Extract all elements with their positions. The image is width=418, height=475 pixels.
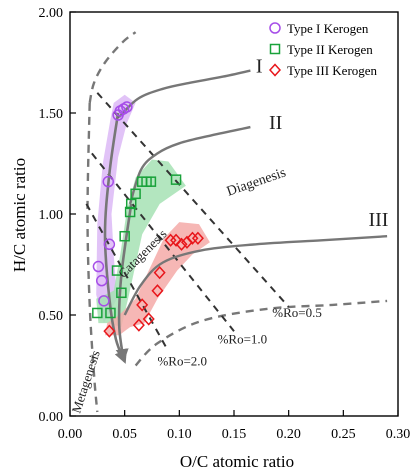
data-point-diamond <box>170 233 183 247</box>
data-point-circle <box>121 101 133 113</box>
boundary-curve-1 <box>88 31 137 104</box>
data-point-square <box>92 307 103 319</box>
data-point-square <box>125 198 137 210</box>
x-tick-label: 0.10 <box>167 427 192 442</box>
data-point-square <box>116 287 127 299</box>
legend-marker-square <box>269 43 281 55</box>
data-point-diamond <box>164 233 177 247</box>
axes: 0.00 0.05 0.10 0.15 0.20 0.25 0.30 0.00 0.50 1.00… <box>39 6 411 442</box>
evolution-curve-i <box>118 69 251 118</box>
boundary-curve-3 <box>134 299 388 367</box>
label-curve-iii: III <box>368 209 388 231</box>
x-tick-label: 0.30 <box>386 427 411 442</box>
data-point-diamond <box>142 312 155 326</box>
data-point-square <box>130 188 141 200</box>
data-point-diamond <box>132 318 145 332</box>
legend-marker-diamond <box>268 63 282 77</box>
data-point-diamond <box>191 231 204 245</box>
label-curve-ii: II <box>269 112 282 134</box>
data-point-diamond <box>136 298 149 312</box>
kerogen-fields <box>96 94 210 336</box>
data-point-square <box>105 307 116 319</box>
x-axis-label: O/C atomic ratio <box>180 452 294 471</box>
data-point-diamond <box>153 265 166 280</box>
evolution-curve-ii <box>128 125 251 205</box>
label-ro-10: %Ro=1.0 <box>218 331 268 346</box>
data-point-circle <box>103 238 116 251</box>
label-diagenesis: Diagenesis <box>225 165 288 199</box>
data-point-circle <box>98 295 110 307</box>
y-tick-label: 1.00 <box>39 208 64 223</box>
label-ro-20: %Ro=2.0 <box>157 354 207 369</box>
y-tick-label: 1.50 <box>39 107 64 122</box>
x-tick-label: 0.20 <box>276 427 301 442</box>
label-metagenesis: Metagenesis <box>68 348 102 414</box>
y-tick-label: 2.00 <box>39 6 64 21</box>
data-point-circle <box>92 260 105 273</box>
legend-label: Type III Kerogen <box>287 63 378 78</box>
x-tick-label: 0.25 <box>331 427 356 442</box>
pathway-arrow-1 <box>103 112 127 364</box>
legend: Type I Kerogen Type II Kerogen Type III Ke… <box>268 21 378 78</box>
legend-label: Type II Kerogen <box>287 42 373 57</box>
data-point-diamond <box>186 231 199 245</box>
y-tick-label: 0.50 <box>39 309 64 324</box>
data-point-circle <box>95 274 108 287</box>
data-point-diamond <box>175 237 188 251</box>
boundary-curve-2 <box>86 102 99 413</box>
data-point-square <box>124 206 136 218</box>
kerogen-field-2 <box>96 159 186 328</box>
label-curve-i: I <box>256 56 263 78</box>
evolution-curve-iii <box>123 235 388 316</box>
x-tick-label: 0.05 <box>112 427 137 442</box>
maturity-line-20 <box>85 203 170 352</box>
data-point-diamond <box>103 324 116 338</box>
label-ro-05: %Ro=0.5 <box>272 305 322 320</box>
data-point-diamond <box>151 284 164 298</box>
x-tick-label: 0.15 <box>222 427 247 442</box>
data-point-square <box>111 265 123 276</box>
kerogen-field-3 <box>105 222 210 336</box>
pathway-arrow-2 <box>115 203 133 362</box>
data-point-circle <box>102 175 115 188</box>
maturity-line-05 <box>96 92 290 308</box>
y-axis-label: H/C atomic ratio <box>10 158 29 272</box>
x-tick-label: 0.00 <box>58 427 83 442</box>
data-point-square <box>145 176 157 187</box>
reference-lines <box>85 31 388 413</box>
y-tick-label: 0.00 <box>39 410 64 425</box>
data-point-square <box>170 174 182 185</box>
legend-label: Type I Kerogen <box>287 21 369 36</box>
data-points <box>92 101 204 338</box>
data-point-square <box>119 230 130 242</box>
legend-marker-circle <box>269 22 281 34</box>
